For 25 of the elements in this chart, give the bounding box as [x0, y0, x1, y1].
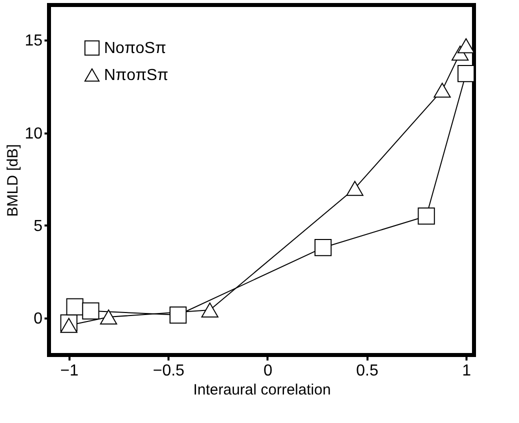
- x-axis-title: Interaural correlation: [193, 382, 331, 398]
- x-tick-label: −1: [60, 362, 79, 380]
- y-tick-label: 5: [34, 218, 43, 235]
- point: [66, 298, 84, 316]
- point: [457, 64, 475, 82]
- legend-label: NoπoSπ: [104, 40, 166, 57]
- x-tick-label: −0.5: [152, 362, 185, 380]
- point: [100, 310, 118, 325]
- point: [434, 82, 451, 98]
- point: [170, 306, 187, 324]
- y-axis-title: BMLD [dB]: [4, 144, 22, 217]
- legend-label: NπoπSπ: [104, 67, 168, 84]
- y-tick-label: 10: [24, 125, 43, 142]
- point: [457, 38, 475, 54]
- x-tick-label: 0.5: [356, 362, 378, 380]
- point: [201, 302, 218, 318]
- y-tick-label: 0: [34, 310, 43, 328]
- point: [314, 239, 332, 256]
- point: [82, 302, 100, 320]
- point: [346, 180, 364, 196]
- x-tick-label: 0: [264, 362, 273, 380]
- point: [60, 318, 78, 333]
- y-tick-label: 15: [24, 32, 43, 50]
- point: [418, 208, 435, 225]
- x-tick-label: 1: [462, 362, 472, 380]
